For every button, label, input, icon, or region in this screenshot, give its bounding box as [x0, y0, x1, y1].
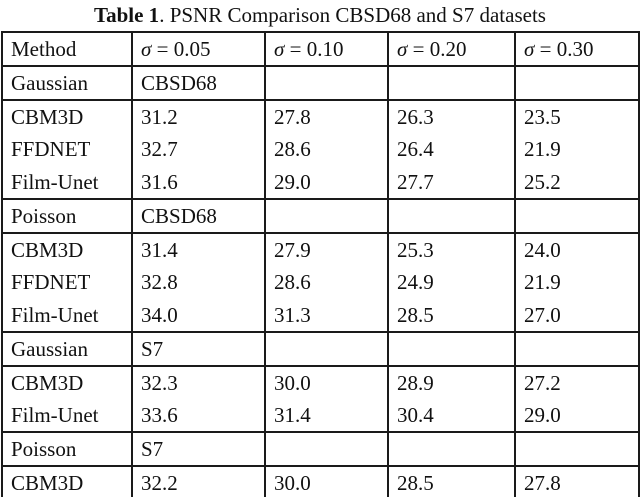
method-cell: CBM3D — [1, 100, 133, 133]
method-cell: Film-Unet — [1, 399, 133, 432]
table-row: FFDNET 32.8 28.6 24.9 21.9 — [1, 266, 640, 299]
group-header-row: Poisson S7 — [1, 432, 640, 466]
method-cell: Film-Unet — [1, 166, 133, 199]
psnr-value-cell: 28.9 — [387, 366, 516, 399]
psnr-value-cell: 21.9 — [514, 266, 640, 299]
psnr-value-cell: 27.7 — [387, 166, 516, 199]
psnr-value-cell: 27.2 — [514, 366, 640, 399]
group-header-row: Gaussian CBSD68 — [1, 66, 640, 100]
method-cell: CBM3D — [1, 233, 133, 266]
psnr-value-cell: 23.5 — [514, 100, 640, 133]
table-row: Film-Unet 34.0 31.3 28.5 27.0 — [1, 299, 640, 332]
sigma-value: = 0.05 — [151, 36, 211, 61]
psnr-value-cell: 33.6 — [131, 399, 266, 432]
psnr-value-cell: 29.0 — [264, 166, 389, 199]
psnr-value-cell: 30.0 — [264, 366, 389, 399]
column-header-method: Method — [1, 32, 133, 66]
empty-cell — [387, 66, 516, 100]
psnr-value-cell: 24.0 — [514, 233, 640, 266]
method-cell: FFDNET — [1, 133, 133, 166]
method-cell: FFDNET — [1, 266, 133, 299]
psnr-value-cell: 32.3 — [131, 366, 266, 399]
psnr-value-cell: 21.9 — [514, 133, 640, 166]
psnr-value-cell: 27.8 — [514, 466, 640, 497]
psnr-value-cell: 28.6 — [264, 133, 389, 166]
psnr-value-cell: 32.7 — [131, 133, 266, 166]
sigma-value: = 0.30 — [534, 36, 594, 61]
psnr-comparison-table: Method σ = 0.05 σ = 0.10 σ = 0.20 σ = 0.… — [1, 31, 640, 497]
sigma-symbol: σ — [274, 36, 285, 61]
dataset-cell: CBSD68 — [131, 199, 266, 233]
column-header-sigma-020: σ = 0.20 — [387, 32, 516, 66]
table-row: CBM3D 31.4 27.9 25.3 24.0 — [1, 233, 640, 266]
sigma-symbol: σ — [397, 36, 408, 61]
psnr-value-cell: 30.4 — [387, 399, 516, 432]
psnr-value-cell: 34.0 — [131, 299, 266, 332]
table-caption-text: . PSNR Comparison CBSD68 and S7 datasets — [159, 3, 546, 27]
psnr-value-cell: 30.0 — [264, 466, 389, 497]
dataset-cell: CBSD68 — [131, 66, 266, 100]
method-cell: Film-Unet — [1, 299, 133, 332]
noise-type-cell: Poisson — [1, 199, 133, 233]
table-row: CBM3D 32.3 30.0 28.9 27.2 — [1, 366, 640, 399]
empty-cell — [514, 432, 640, 466]
method-cell: CBM3D — [1, 366, 133, 399]
psnr-value-cell: 28.6 — [264, 266, 389, 299]
empty-cell — [264, 199, 389, 233]
psnr-value-cell: 27.8 — [264, 100, 389, 133]
psnr-value-cell: 26.4 — [387, 133, 516, 166]
empty-cell — [387, 432, 516, 466]
empty-cell — [387, 332, 516, 366]
psnr-value-cell: 25.3 — [387, 233, 516, 266]
sigma-value: = 0.20 — [407, 36, 467, 61]
empty-cell — [264, 66, 389, 100]
sigma-value: = 0.10 — [284, 36, 344, 61]
psnr-value-cell: 32.2 — [131, 466, 266, 497]
empty-cell — [514, 66, 640, 100]
table-caption: Table 1. PSNR Comparison CBSD68 and S7 d… — [0, 2, 640, 28]
table-caption-number: Table 1 — [94, 3, 160, 27]
noise-type-cell: Gaussian — [1, 66, 133, 100]
psnr-value-cell: 31.4 — [131, 233, 266, 266]
table-row: FFDNET 32.7 28.6 26.4 21.9 — [1, 133, 640, 166]
group-header-row: Poisson CBSD68 — [1, 199, 640, 233]
column-header-sigma-030: σ = 0.30 — [514, 32, 640, 66]
psnr-value-cell: 26.3 — [387, 100, 516, 133]
column-header-sigma-005: σ = 0.05 — [131, 32, 266, 66]
psnr-value-cell: 28.5 — [387, 299, 516, 332]
group-header-row: Gaussian S7 — [1, 332, 640, 366]
psnr-value-cell: 31.2 — [131, 100, 266, 133]
empty-cell — [264, 332, 389, 366]
table-row: CBM3D 31.2 27.8 26.3 23.5 — [1, 100, 640, 133]
empty-cell — [514, 199, 640, 233]
noise-type-cell: Gaussian — [1, 332, 133, 366]
psnr-value-cell: 31.6 — [131, 166, 266, 199]
dataset-cell: S7 — [131, 332, 266, 366]
method-cell: CBM3D — [1, 466, 133, 497]
psnr-value-cell: 27.0 — [514, 299, 640, 332]
psnr-value-cell: 29.0 — [514, 399, 640, 432]
table-row: CBM3D 32.2 30.0 28.5 27.8 — [1, 466, 640, 497]
psnr-value-cell: 25.2 — [514, 166, 640, 199]
psnr-value-cell: 31.4 — [264, 399, 389, 432]
table-row: Film-Unet 31.6 29.0 27.7 25.2 — [1, 166, 640, 199]
psnr-value-cell: 27.9 — [264, 233, 389, 266]
empty-cell — [387, 199, 516, 233]
psnr-value-cell: 32.8 — [131, 266, 266, 299]
table-row: Film-Unet 33.6 31.4 30.4 29.0 — [1, 399, 640, 432]
empty-cell — [264, 432, 389, 466]
psnr-value-cell: 24.9 — [387, 266, 516, 299]
empty-cell — [514, 332, 640, 366]
psnr-value-cell: 28.5 — [387, 466, 516, 497]
noise-type-cell: Poisson — [1, 432, 133, 466]
sigma-symbol: σ — [141, 36, 152, 61]
header-row: Method σ = 0.05 σ = 0.10 σ = 0.20 σ = 0.… — [1, 32, 640, 66]
sigma-symbol: σ — [524, 36, 535, 61]
column-header-sigma-010: σ = 0.10 — [264, 32, 389, 66]
dataset-cell: S7 — [131, 432, 266, 466]
psnr-value-cell: 31.3 — [264, 299, 389, 332]
